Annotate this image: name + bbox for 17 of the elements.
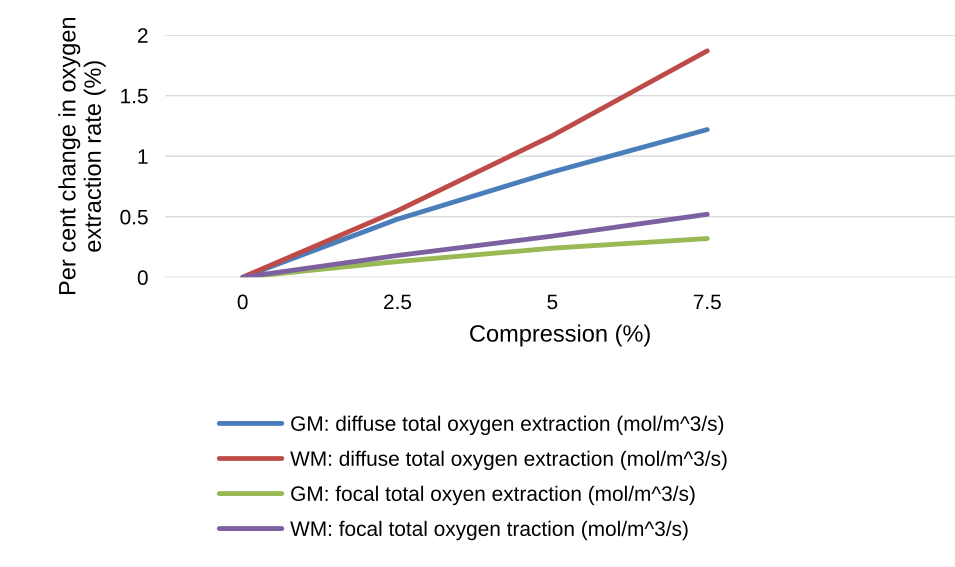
legend-label: GM: focal total oxyen extraction (mol/m^3/s) xyxy=(291,486,695,506)
x-tick-label: 5 xyxy=(547,294,558,310)
legend-label: WM: diffuse total oxygen extraction (mol/m^3/s) xyxy=(290,450,727,470)
y-tick-label: 2 xyxy=(138,28,148,43)
legend-label: WM: focal total oxygen traction (mol/m^3/s) xyxy=(290,520,688,540)
legend-label: GM: diffuse total oxygen extraction (mol/m^3/s) xyxy=(291,416,724,436)
x-axis-title: Compression (%) xyxy=(470,324,650,346)
y-tick-label: 0.5 xyxy=(120,210,148,224)
y-axis-title: Per cent change in oxygen extraction rate (%) xyxy=(58,18,106,294)
x-tick-label: 7.5 xyxy=(694,294,721,310)
x-tick-label: 2.5 xyxy=(384,294,412,310)
x-tick-label: 0 xyxy=(238,294,248,310)
y-tick-label: 0 xyxy=(138,270,148,286)
y-tick-label: 1.5 xyxy=(121,88,148,104)
line-series xyxy=(240,48,710,278)
line-series xyxy=(240,212,710,278)
y-tick-label: 1 xyxy=(138,149,148,164)
